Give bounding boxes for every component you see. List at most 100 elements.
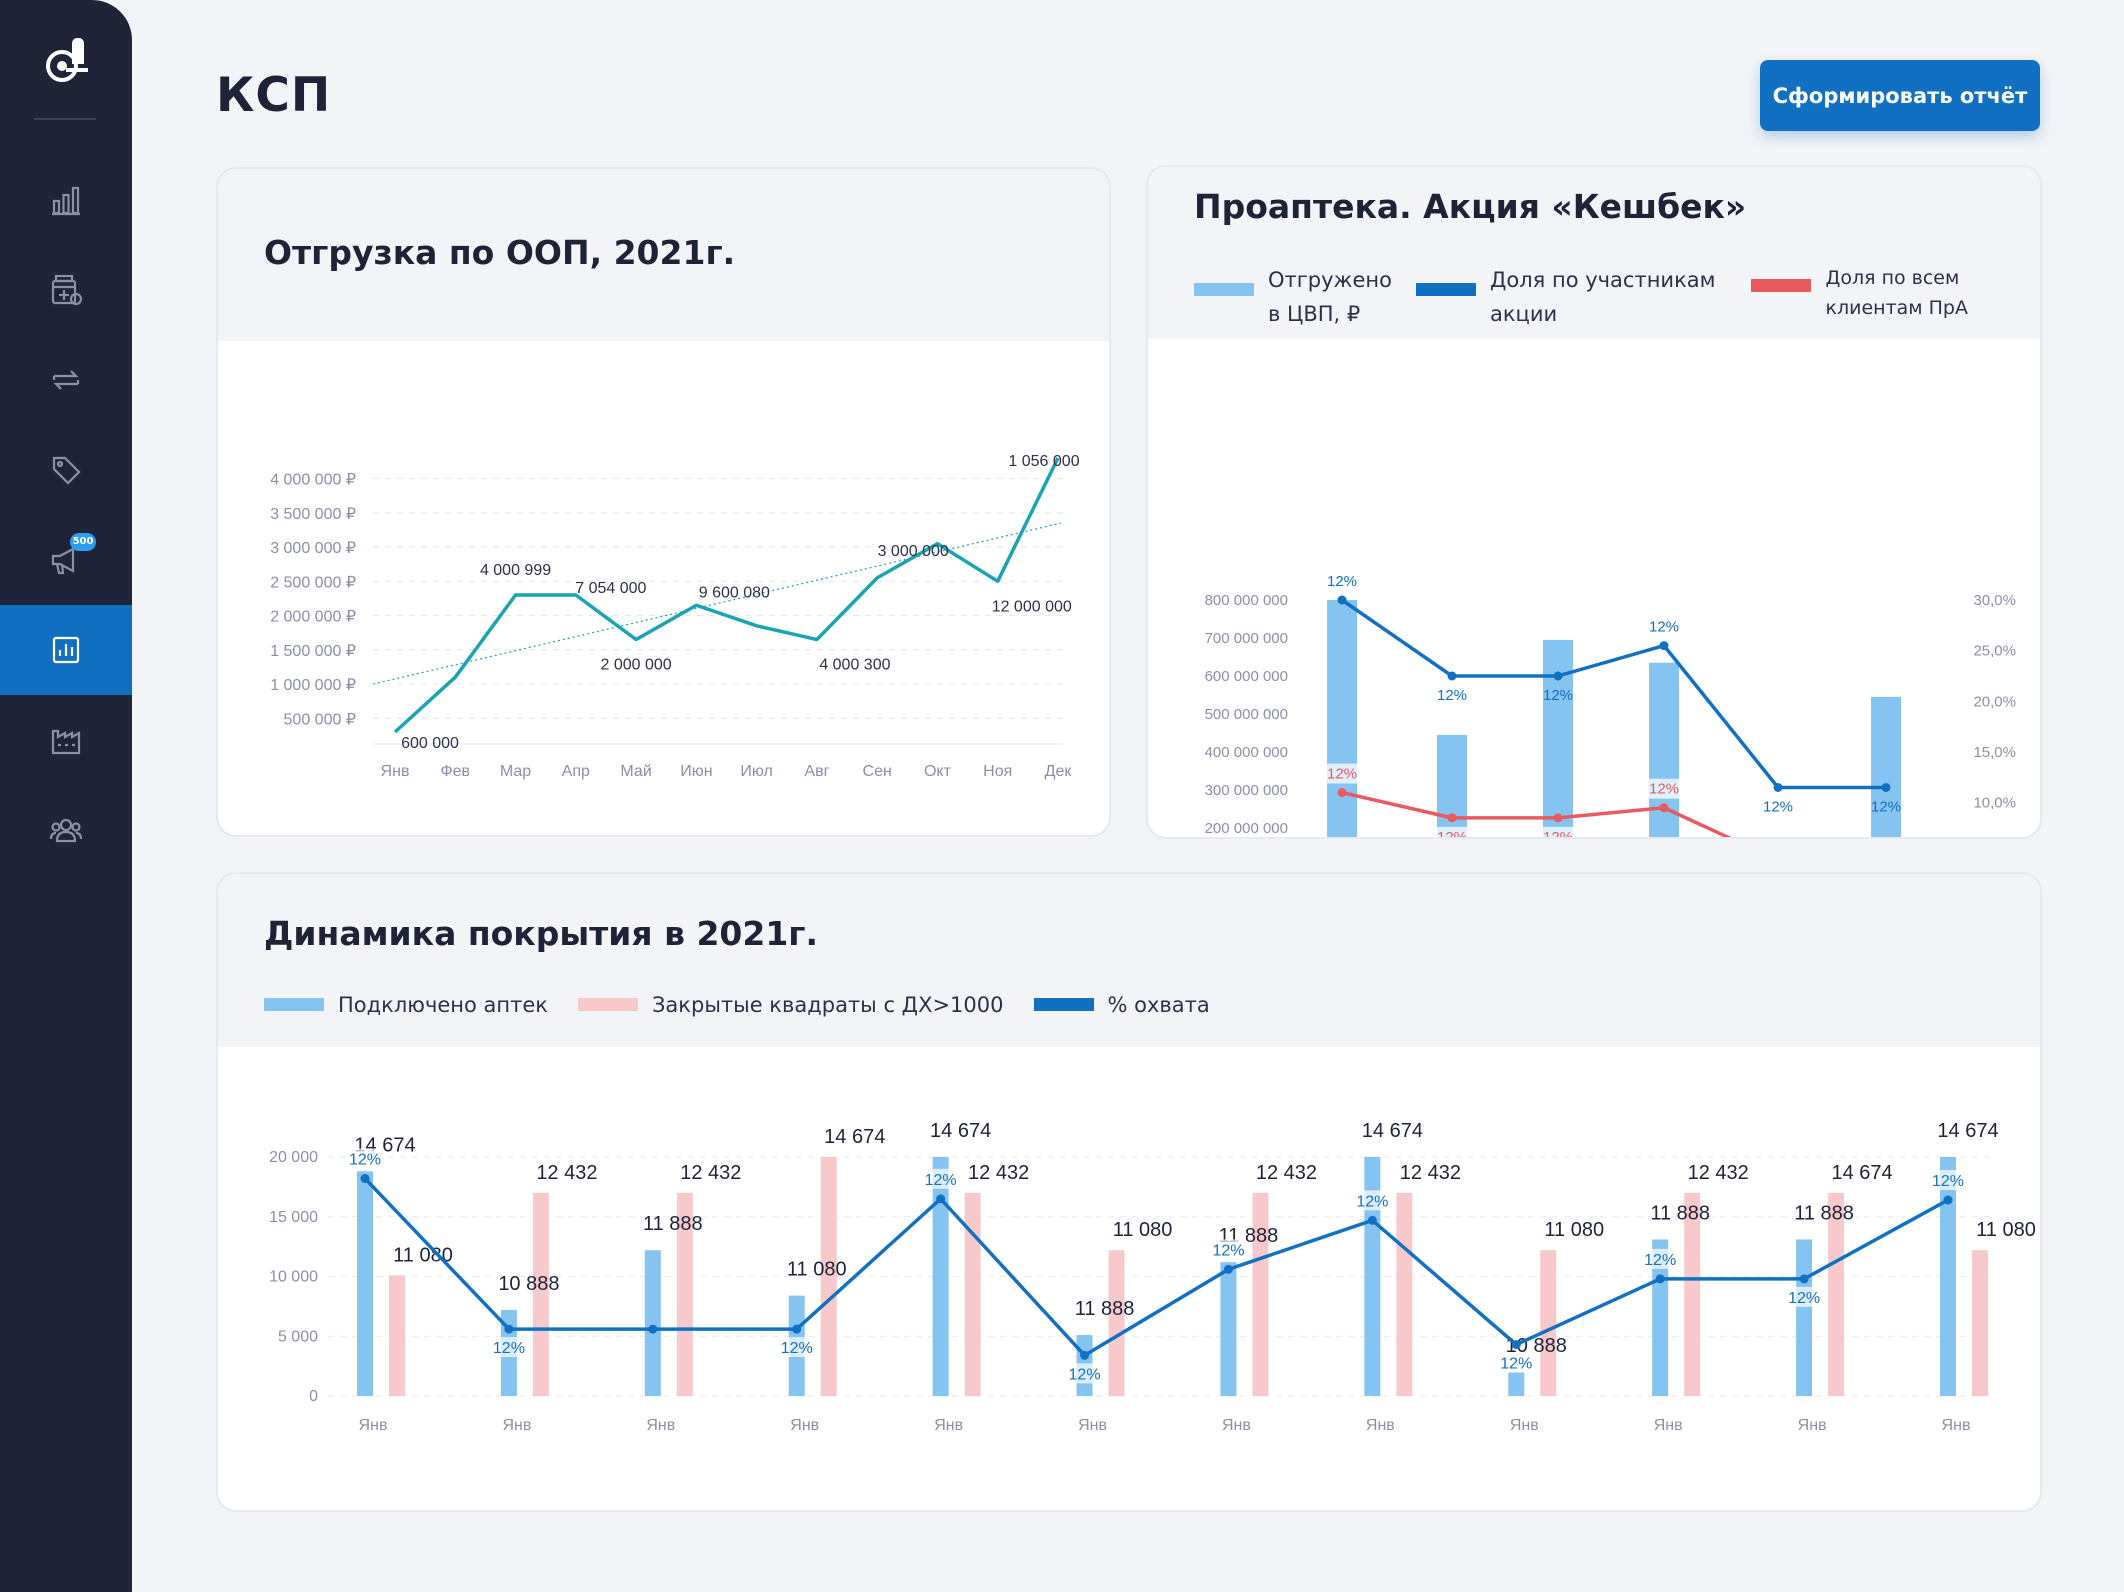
sidebar-item-medicine[interactable] xyxy=(0,245,132,335)
coverage-point xyxy=(792,1324,802,1334)
data-label: 9 600 080 xyxy=(699,584,770,601)
y-right-tick-label: 30,0% xyxy=(1973,592,2016,609)
coverage-point xyxy=(1943,1195,1953,1205)
closed-squares-data-label: 12 432 xyxy=(680,1162,741,1184)
closed-squares-bar xyxy=(1972,1250,1988,1396)
coverage-line xyxy=(363,1177,1949,1358)
data-label-bg xyxy=(1437,826,1467,837)
sidebar-item-exchange[interactable] xyxy=(0,335,132,425)
legend-label: Подключено аптек xyxy=(338,993,548,1017)
sidebar: 500 xyxy=(0,0,132,1592)
data-label-bg xyxy=(1644,1248,1677,1269)
exchange-arrows-icon xyxy=(52,370,80,390)
coverage-data-label: 12% xyxy=(1788,1290,1820,1307)
users-group-icon xyxy=(49,818,83,843)
all-clients-point xyxy=(1337,788,1347,798)
participants-data-label: 12% xyxy=(1327,573,1357,590)
x-tick-label: Янв xyxy=(1798,1417,1827,1434)
connected-data-label: 14 674 xyxy=(1362,1120,1423,1142)
closed-squares-data-label: 12 432 xyxy=(1400,1162,1461,1184)
connected-data-label: 11 888 xyxy=(1075,1298,1135,1320)
data-label: 2 000 000 xyxy=(600,657,671,674)
data-label-bg xyxy=(1500,1352,1533,1373)
closed-squares-bar xyxy=(1108,1250,1125,1396)
app-logo-icon[interactable] xyxy=(44,34,90,84)
sidebar-item-reports[interactable] xyxy=(0,605,132,695)
cashback-chart-title: Проаптека. Акция «Кешбек» xyxy=(1194,187,1747,226)
closed-squares-bar xyxy=(532,1192,549,1396)
coverage-data-label: 12% xyxy=(1500,1356,1532,1373)
data-label: 600 000 xyxy=(401,735,459,752)
all-clients-point xyxy=(1553,813,1563,823)
legend-label: Отгружено в ЦВП, ₽ xyxy=(1268,268,1392,326)
data-label-bg xyxy=(1543,826,1573,837)
legend-swatch xyxy=(1415,283,1476,296)
legend-label: % охвата xyxy=(1107,993,1210,1017)
legend-swatch xyxy=(1033,998,1094,1011)
y-left-tick-label: 600 000 000 xyxy=(1205,668,1288,685)
data-label-bg xyxy=(492,1337,525,1358)
x-tick-label: Май xyxy=(620,763,651,780)
y-left-tick-label: 500 000 000 xyxy=(1205,706,1288,723)
report-chart-icon xyxy=(52,636,80,664)
closed-squares-data-label: 14 674 xyxy=(824,1126,885,1148)
sidebar-item-promotions[interactable]: 500 xyxy=(0,515,132,605)
data-label: 7 054 000 xyxy=(575,580,646,597)
shipment-chart-card: Отгрузка по ООП, 2021г. 500 000 ₽ 1 000 0… xyxy=(216,167,1111,837)
legend-item-connected: Подключено аптек xyxy=(264,988,548,1022)
closed-squares-data-label: 14 674 xyxy=(1832,1162,1893,1184)
y-left-tick-label: 700 000 000 xyxy=(1205,630,1288,647)
connected-data-label: 11 888 xyxy=(1650,1202,1710,1224)
x-tick-label: Янв xyxy=(359,1417,388,1434)
connected-bar xyxy=(1940,1157,1956,1396)
legend-label: Доля по участникам акции xyxy=(1489,268,1716,326)
participants-data-label: 12% xyxy=(1649,619,1679,636)
x-tick-label: Авг xyxy=(804,763,829,780)
x-tick-label: Дек xyxy=(1045,763,1073,780)
y-left-tick-label: 300 000 000 xyxy=(1205,782,1288,799)
closed-squares-bar xyxy=(389,1275,405,1396)
y-tick-label: 3 000 000 ₽ xyxy=(270,540,356,557)
sidebar-item-factory[interactable] xyxy=(0,695,132,785)
all-clients-data-label: 12% xyxy=(1543,829,1573,837)
data-label-bg xyxy=(1327,763,1357,784)
y-tick-label: 15 000 xyxy=(269,1209,318,1226)
shipment-chart-title: Отгрузка по ООП, 2021г. xyxy=(264,233,736,272)
x-tick-label: Июн xyxy=(680,763,712,780)
legend-item-all-clients: Доля по всем клиентам ПрА xyxy=(1751,263,1968,323)
legend-item-shipped: Отгружено в ЦВП, ₽ xyxy=(1194,263,1392,331)
connected-data-label: 11 888 xyxy=(1794,1202,1854,1224)
all-clients-data-label: 12% xyxy=(1649,781,1679,798)
participants-line xyxy=(1341,598,1886,790)
coverage-point xyxy=(1655,1274,1665,1284)
generate-report-button[interactable]: Сформировать отчёт xyxy=(1760,60,2040,131)
all-clients-line xyxy=(1341,790,1732,837)
page-title: КСП xyxy=(216,68,332,123)
card-header xyxy=(218,169,1109,341)
x-tick-label: Апр xyxy=(562,763,590,780)
coverage-point xyxy=(1080,1350,1090,1360)
x-tick-label: Фев xyxy=(440,763,470,780)
coverage-data-label: 12% xyxy=(349,1152,381,1169)
megaphone-icon xyxy=(51,547,75,575)
notification-badge: 500 xyxy=(70,533,96,551)
y-left-tick-label: 800 000 000 xyxy=(1205,592,1288,609)
connected-bar xyxy=(1220,1262,1237,1396)
sidebar-item-tags[interactable] xyxy=(0,425,132,515)
coverage-point xyxy=(1367,1215,1377,1225)
legend-swatch xyxy=(1751,279,1812,292)
coverage-point xyxy=(360,1174,370,1184)
coverage-data-label: 12% xyxy=(493,1340,525,1357)
connected-data-label: 11 080 xyxy=(787,1259,847,1281)
y-tick-label: 2 500 000 ₽ xyxy=(270,574,356,591)
connected-data-label: 10 888 xyxy=(498,1273,559,1295)
x-tick-label: Июл xyxy=(740,763,772,780)
closed-squares-data-label: 12 432 xyxy=(1256,1162,1317,1184)
sidebar-item-users[interactable] xyxy=(0,785,132,875)
shipment-line-chart: 500 000 ₽ 1 000 000 ₽ 1 500 000 ₽ 2 000 000… xyxy=(270,453,1080,780)
all-clients-data-label: 12% xyxy=(1437,829,1467,837)
card-header xyxy=(1148,167,2040,339)
coverage-chart-card: Динамика покрытия в 2021г. Подключено ап… xyxy=(216,872,2042,1512)
coverage-data-label: 12% xyxy=(1212,1242,1244,1259)
sidebar-item-analytics[interactable] xyxy=(0,155,132,245)
